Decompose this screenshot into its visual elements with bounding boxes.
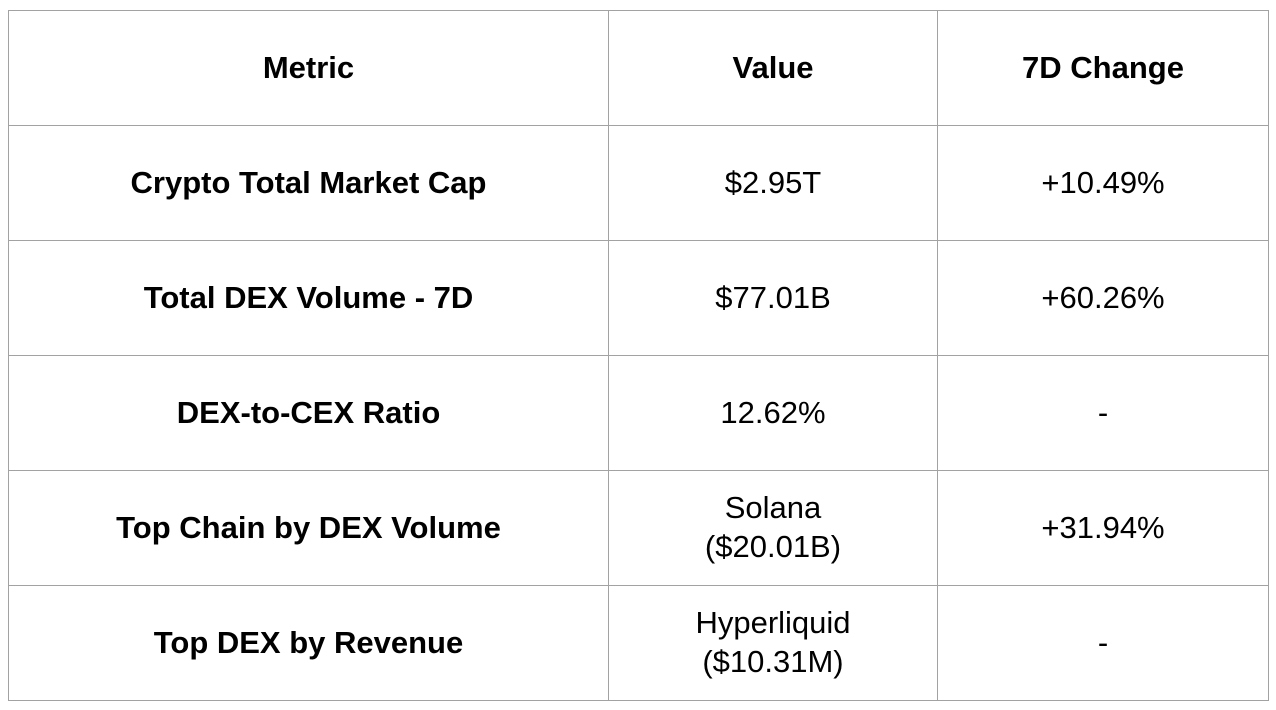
- cell-value: $2.95T: [608, 125, 938, 241]
- cell-change: +60.26%: [937, 240, 1269, 356]
- cell-metric: Top Chain by DEX Volume: [8, 470, 609, 586]
- cell-value: Hyperliquid ($10.31M): [608, 585, 938, 701]
- cell-value: $77.01B: [608, 240, 938, 356]
- cell-metric: Crypto Total Market Cap: [8, 125, 609, 241]
- table-row: Top DEX by Revenue Hyperliquid ($10.31M)…: [8, 585, 1269, 701]
- crypto-metrics-table: Metric Value 7D Change Crypto Total Mark…: [8, 10, 1269, 701]
- header-row: Metric Value 7D Change: [8, 10, 1269, 126]
- col-header-metric: Metric: [8, 10, 609, 126]
- cell-metric: Total DEX Volume - 7D: [8, 240, 609, 356]
- table-row: Top Chain by DEX Volume Solana ($20.01B)…: [8, 470, 1269, 586]
- col-header-7d-change: 7D Change: [937, 10, 1269, 126]
- col-header-value: Value: [608, 10, 938, 126]
- cell-change: +31.94%: [937, 470, 1269, 586]
- cell-metric: DEX-to-CEX Ratio: [8, 355, 609, 471]
- cell-metric: Top DEX by Revenue: [8, 585, 609, 701]
- table-row: Total DEX Volume - 7D $77.01B +60.26%: [8, 240, 1269, 356]
- cell-change: +10.49%: [937, 125, 1269, 241]
- cell-change: -: [937, 585, 1269, 701]
- cell-value: Solana ($20.01B): [608, 470, 938, 586]
- cell-value: 12.62%: [608, 355, 938, 471]
- cell-change: -: [937, 355, 1269, 471]
- table-row: DEX-to-CEX Ratio 12.62% -: [8, 355, 1269, 471]
- table-row: Crypto Total Market Cap $2.95T +10.49%: [8, 125, 1269, 241]
